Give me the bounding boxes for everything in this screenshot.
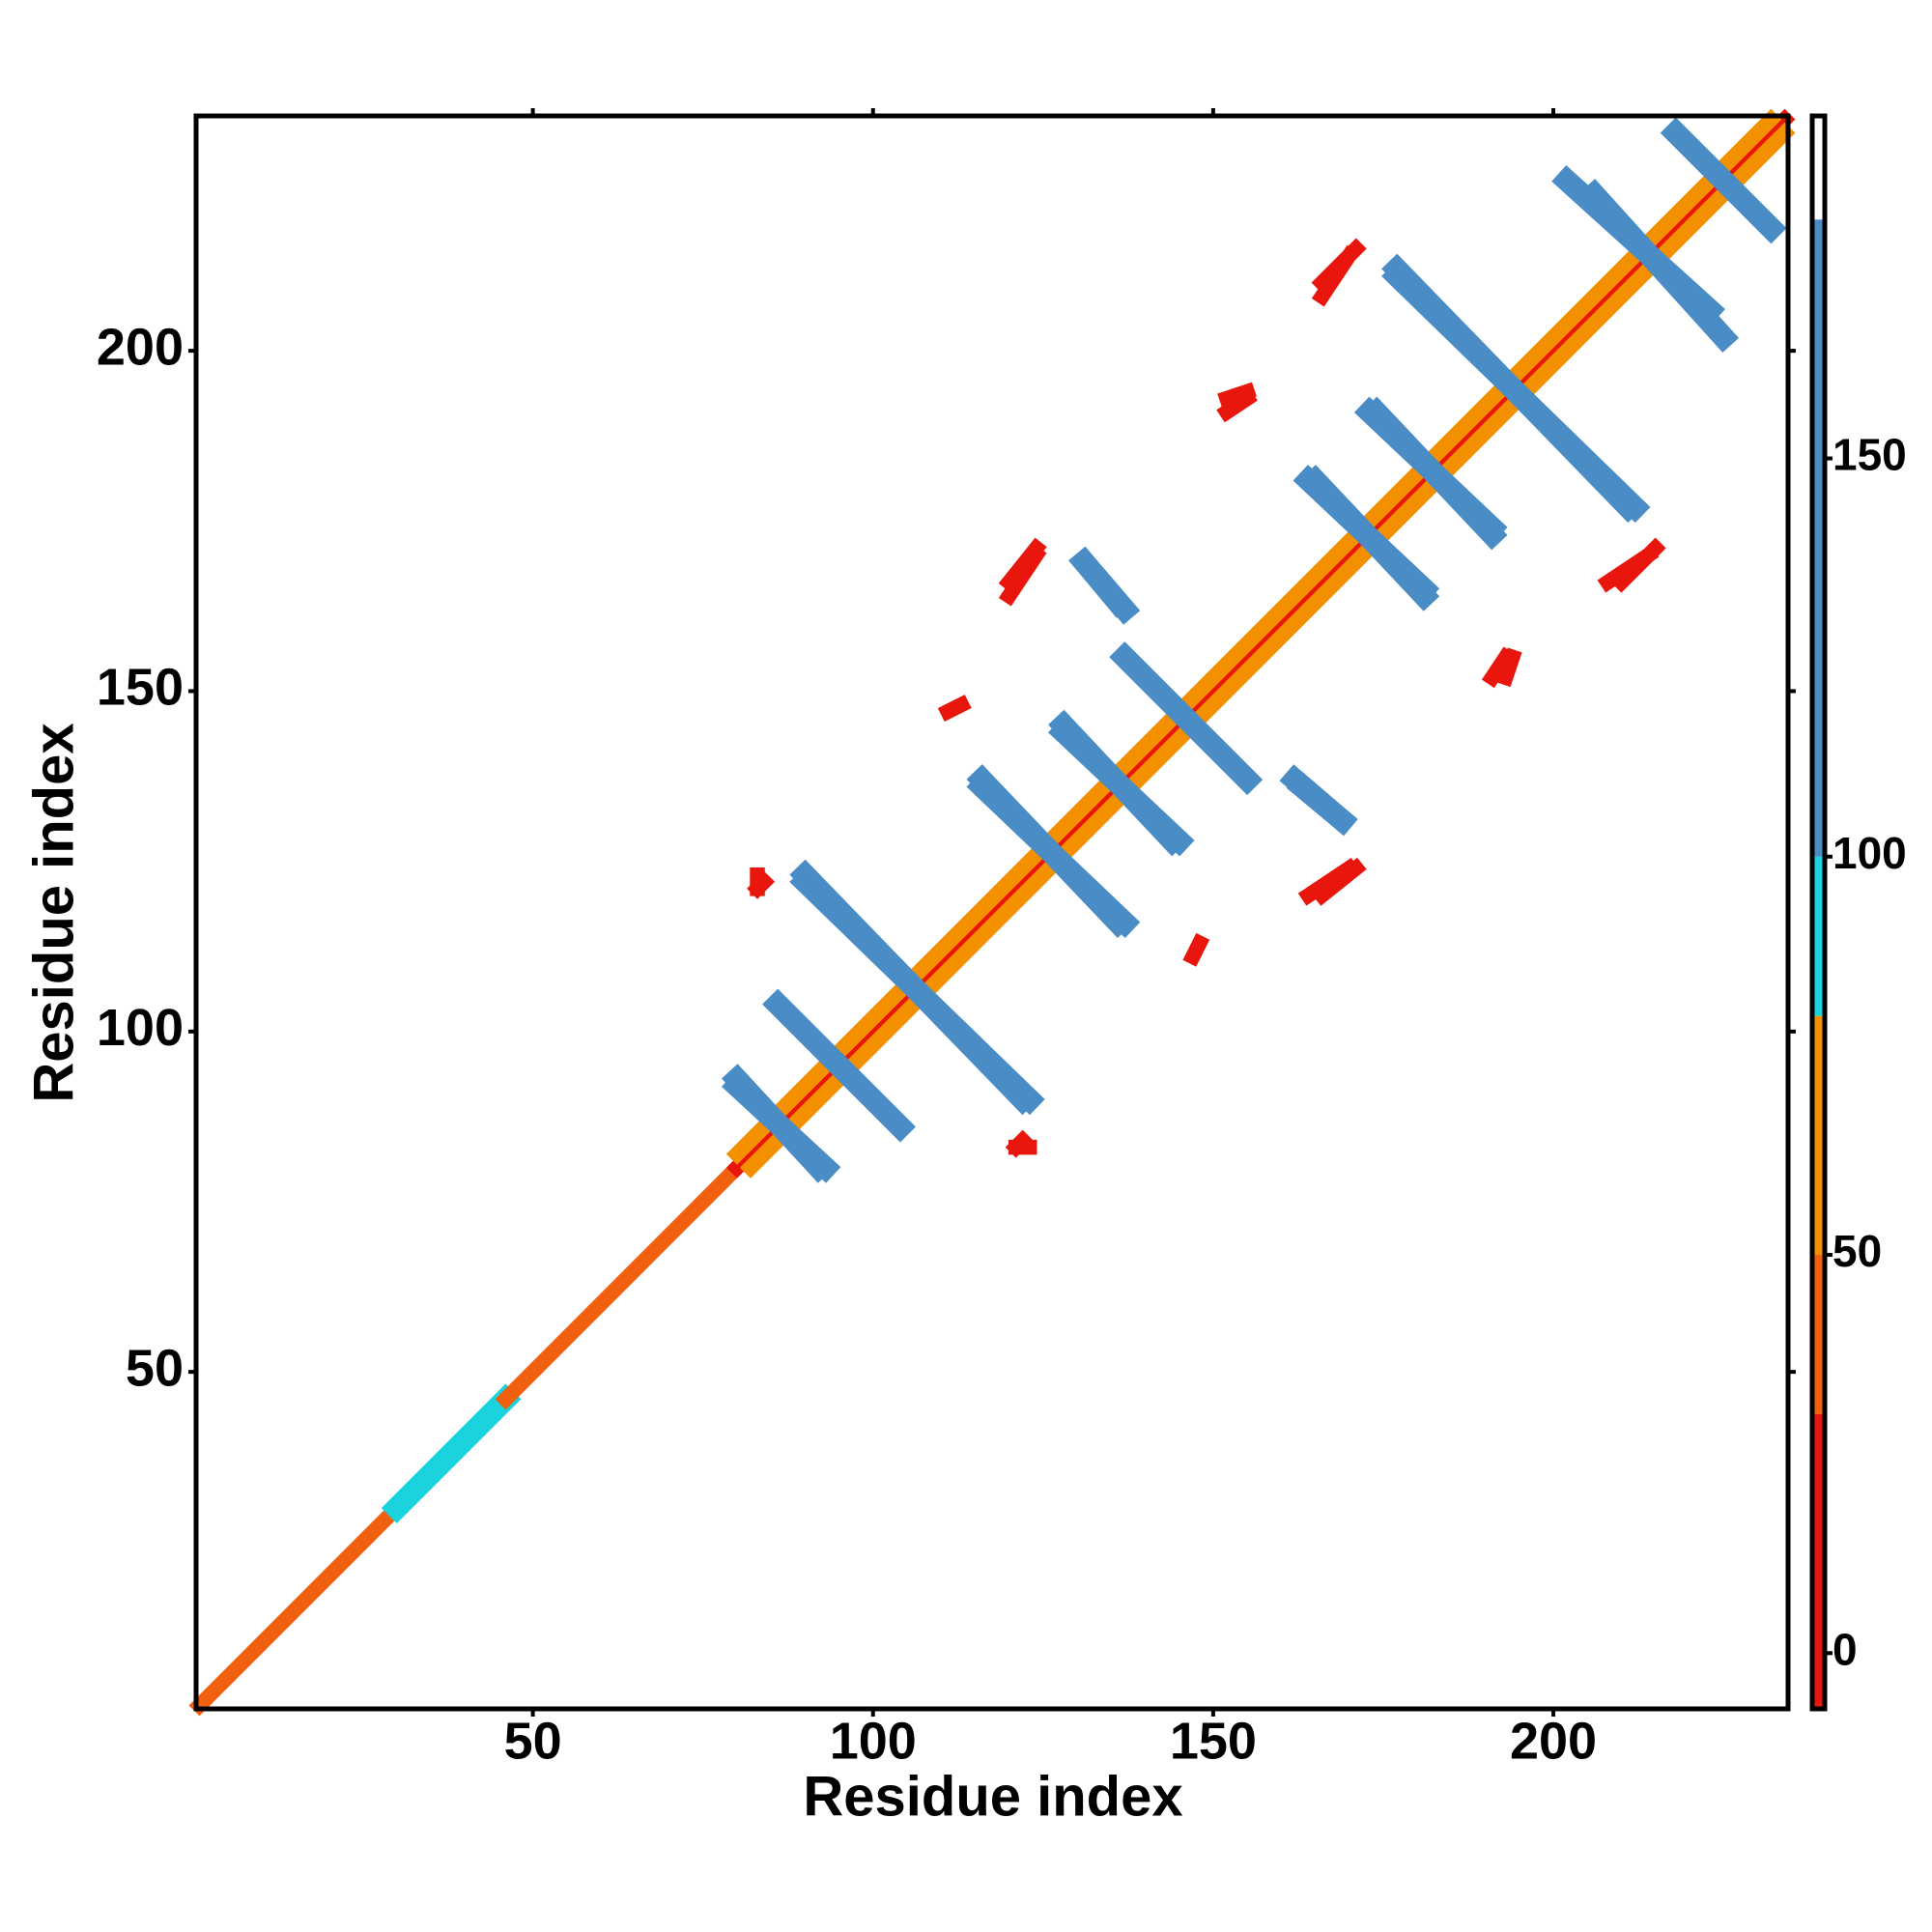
contact-cells [725,108,1796,1179]
contact-cells-mirror [1109,641,1264,796]
plot-frame [193,113,1791,1712]
contact-cells [1182,932,1210,967]
contact-cells-mirror [1005,1129,1034,1158]
colorbar-frame [1809,113,1828,1712]
x-tick-label: 200 [1510,1712,1597,1770]
y-tick-label: 200 [97,318,184,376]
colorbar-band [1812,219,1825,857]
contact-cells [381,1383,522,1524]
contact-cells-mirror [762,988,916,1143]
contact-cells-mirror [1299,465,1440,611]
contact-cells-mirror [1381,260,1651,524]
x-tick-label: 50 [504,1712,562,1770]
colorbar-tick-label: 50 [1833,1226,1882,1276]
colorbar-band [1812,116,1825,220]
contact-cells [725,108,1782,1165]
x-tick-label: 150 [1170,1712,1257,1770]
contact-cells-mirror [937,695,972,723]
colorbar-band [1812,856,1825,1016]
contact-cells-mirror [966,771,1141,939]
x-axis-title: Residue index [803,1765,1182,1828]
contact-cells-mirror [1578,179,1740,353]
colorbar-band [1812,1255,1825,1414]
y-tick-label: 150 [97,659,184,717]
colorbar-band [1812,1015,1825,1256]
contact-cells [747,870,776,899]
contact-cells [1481,646,1517,689]
contact-cells-mirror [1068,546,1141,625]
contact-cells [1279,764,1358,837]
colorbar-tick-label: 0 [1833,1624,1858,1674]
colorbar-tick-label: 100 [1833,828,1907,878]
contact-cells-mirror [1660,117,1787,244]
contact-cells-mirror [1216,387,1258,423]
contact-cells-mirror [740,122,1796,1179]
x-tick-label: 100 [830,1712,917,1770]
contact-cells-mirror [1360,396,1508,551]
contact-cells [1297,857,1360,906]
contact-cells [495,1156,748,1410]
colorbar-band [1812,1413,1825,1709]
contact-cells [1597,544,1660,593]
contact-cells-mirror [1048,709,1188,857]
contact-cells-mirror [1311,244,1360,307]
y-tick-label: 50 [126,1339,184,1397]
contact-cells-mirror [789,859,1038,1116]
contact-cells-mirror [721,1070,841,1183]
heatmap-cells [188,108,1796,1717]
colorbar-tick-label: 150 [1833,430,1907,480]
y-axis-title: Residue index [22,723,85,1102]
contact-cells-mirror [998,544,1047,607]
y-tick-label: 100 [97,999,184,1057]
contact-cells [188,1497,408,1717]
